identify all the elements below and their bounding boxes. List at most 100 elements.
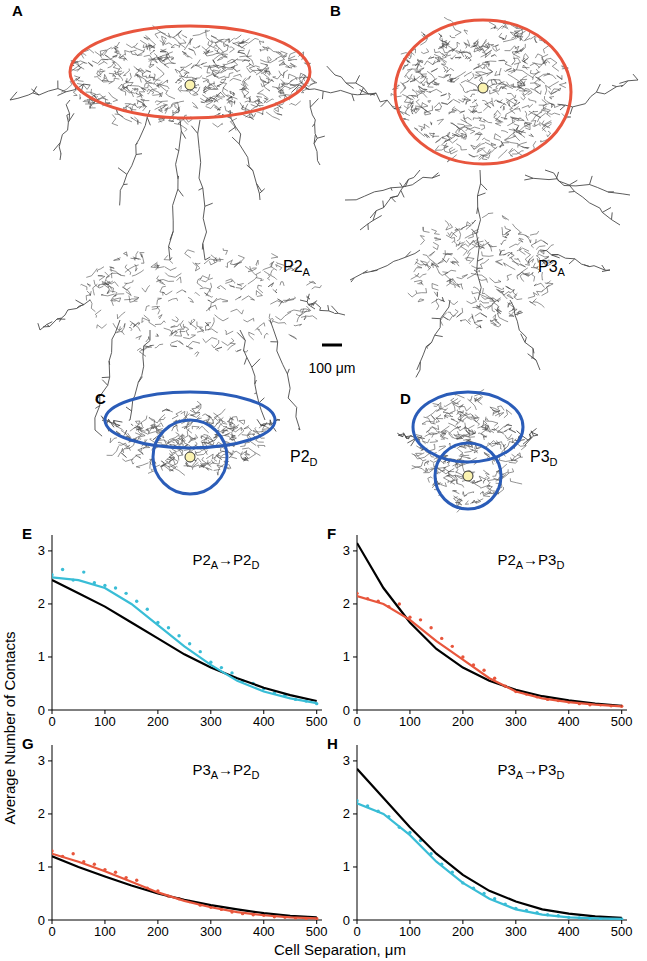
x-tick-label: 300 xyxy=(200,924,222,939)
x-axis-line xyxy=(357,920,627,921)
scale-bar xyxy=(322,344,342,347)
data-point xyxy=(357,592,359,595)
field-outline xyxy=(70,26,310,118)
neurite xyxy=(290,82,375,101)
y-tick-label: 2 xyxy=(38,806,45,821)
neurite xyxy=(310,99,325,166)
soma xyxy=(185,452,195,462)
y-tick-label: 1 xyxy=(38,859,45,874)
neuron-drawings xyxy=(10,17,638,512)
x-tick-label: 500 xyxy=(611,714,633,729)
text-part: 2 xyxy=(301,448,310,465)
y-axis-line xyxy=(52,535,53,710)
data-point xyxy=(357,799,359,802)
text-part: 3 xyxy=(541,448,550,465)
data-point xyxy=(82,570,85,573)
y-tick xyxy=(353,656,357,657)
plot-data xyxy=(357,769,623,920)
text-part: P xyxy=(497,761,507,778)
dendrite-mesh xyxy=(412,389,527,512)
figure: AP2ABP3ACP2DDP3D100 μm010020030040050001… xyxy=(0,0,647,961)
neurite xyxy=(345,173,440,200)
text-part: D xyxy=(556,769,564,781)
x-tick-label: 100 xyxy=(94,924,116,939)
y-tick xyxy=(353,760,357,761)
data-point xyxy=(135,879,138,882)
x-tick-label: 200 xyxy=(452,924,474,939)
dendrite-mesh xyxy=(61,26,317,132)
chart-panel: 01002003004005000123P3A→P3DH xyxy=(327,735,633,939)
x-tick-label: 400 xyxy=(253,714,275,729)
scale-bar-label: 100 μm xyxy=(309,360,356,376)
fit-line xyxy=(52,577,317,703)
y-tick xyxy=(48,603,52,604)
y-tick-label: 1 xyxy=(343,649,350,664)
y-tick xyxy=(353,920,357,921)
x-tick-label: 200 xyxy=(147,924,169,939)
y-tick xyxy=(48,760,52,761)
y-tick-label: 0 xyxy=(343,913,350,928)
data-point xyxy=(230,671,233,674)
y-tick-label: 0 xyxy=(38,913,45,928)
y-tick-label: 3 xyxy=(343,543,350,558)
text-part: 3 xyxy=(549,258,558,275)
data-point xyxy=(71,852,74,855)
panel-title: P3A→P2D xyxy=(192,761,259,781)
y-tick-label: 1 xyxy=(38,649,45,664)
panel-letter: B xyxy=(330,2,341,19)
panel-letter: C xyxy=(95,390,106,407)
fit-line xyxy=(357,803,622,919)
y-tick xyxy=(48,656,52,657)
text-part: P xyxy=(233,551,243,568)
panel-letter: A xyxy=(12,2,23,19)
dendrite-mesh xyxy=(107,401,271,475)
text-part: 3 xyxy=(202,761,210,778)
data-point xyxy=(220,666,223,669)
y-tick xyxy=(353,710,357,711)
y-tick xyxy=(353,603,357,604)
drawing-label: P2A xyxy=(283,258,311,278)
neurite xyxy=(126,330,152,420)
y-tick-label: 1 xyxy=(343,859,350,874)
y-axis-line xyxy=(357,535,358,710)
neurite xyxy=(95,320,120,436)
panel-title: P2A→P2D xyxy=(192,551,259,571)
x-tick-label: 300 xyxy=(200,714,222,729)
neurite xyxy=(471,170,487,300)
data-point xyxy=(482,669,485,672)
panel-title: P2A→P3D xyxy=(497,551,564,571)
text-part: 3 xyxy=(548,761,556,778)
neurite xyxy=(118,110,150,205)
y-axis-line xyxy=(52,745,53,920)
x-tick-label: 400 xyxy=(558,714,580,729)
x-tick-label: 200 xyxy=(147,714,169,729)
data-point xyxy=(61,568,64,571)
field-outline xyxy=(153,420,227,494)
panel-letter: F xyxy=(327,525,336,542)
text-part: D xyxy=(310,456,318,468)
y-tick xyxy=(48,813,52,814)
x-tick-label: 300 xyxy=(505,924,527,939)
text-part: 2 xyxy=(243,551,251,568)
neurite xyxy=(524,172,630,195)
text-part: A xyxy=(558,266,566,278)
x-tick-label: 300 xyxy=(505,714,527,729)
fit-line xyxy=(52,580,317,701)
y-tick xyxy=(353,813,357,814)
data-point xyxy=(52,849,54,852)
fit-line xyxy=(357,543,622,706)
data-point xyxy=(114,871,117,874)
data-point xyxy=(177,634,180,637)
text-part: P xyxy=(192,551,202,568)
neurite xyxy=(237,330,265,420)
field-outline xyxy=(395,20,571,164)
drawing-label: P3A xyxy=(538,258,566,278)
y-tick xyxy=(48,550,52,551)
text-part: A xyxy=(303,266,311,278)
text-part: P xyxy=(538,761,548,778)
plot-data xyxy=(52,849,318,920)
text-part: D xyxy=(251,769,259,781)
y-axis-title: Average Number of Contacts xyxy=(1,631,18,824)
y-tick-label: 3 xyxy=(343,753,350,768)
text-part: D xyxy=(251,559,259,571)
